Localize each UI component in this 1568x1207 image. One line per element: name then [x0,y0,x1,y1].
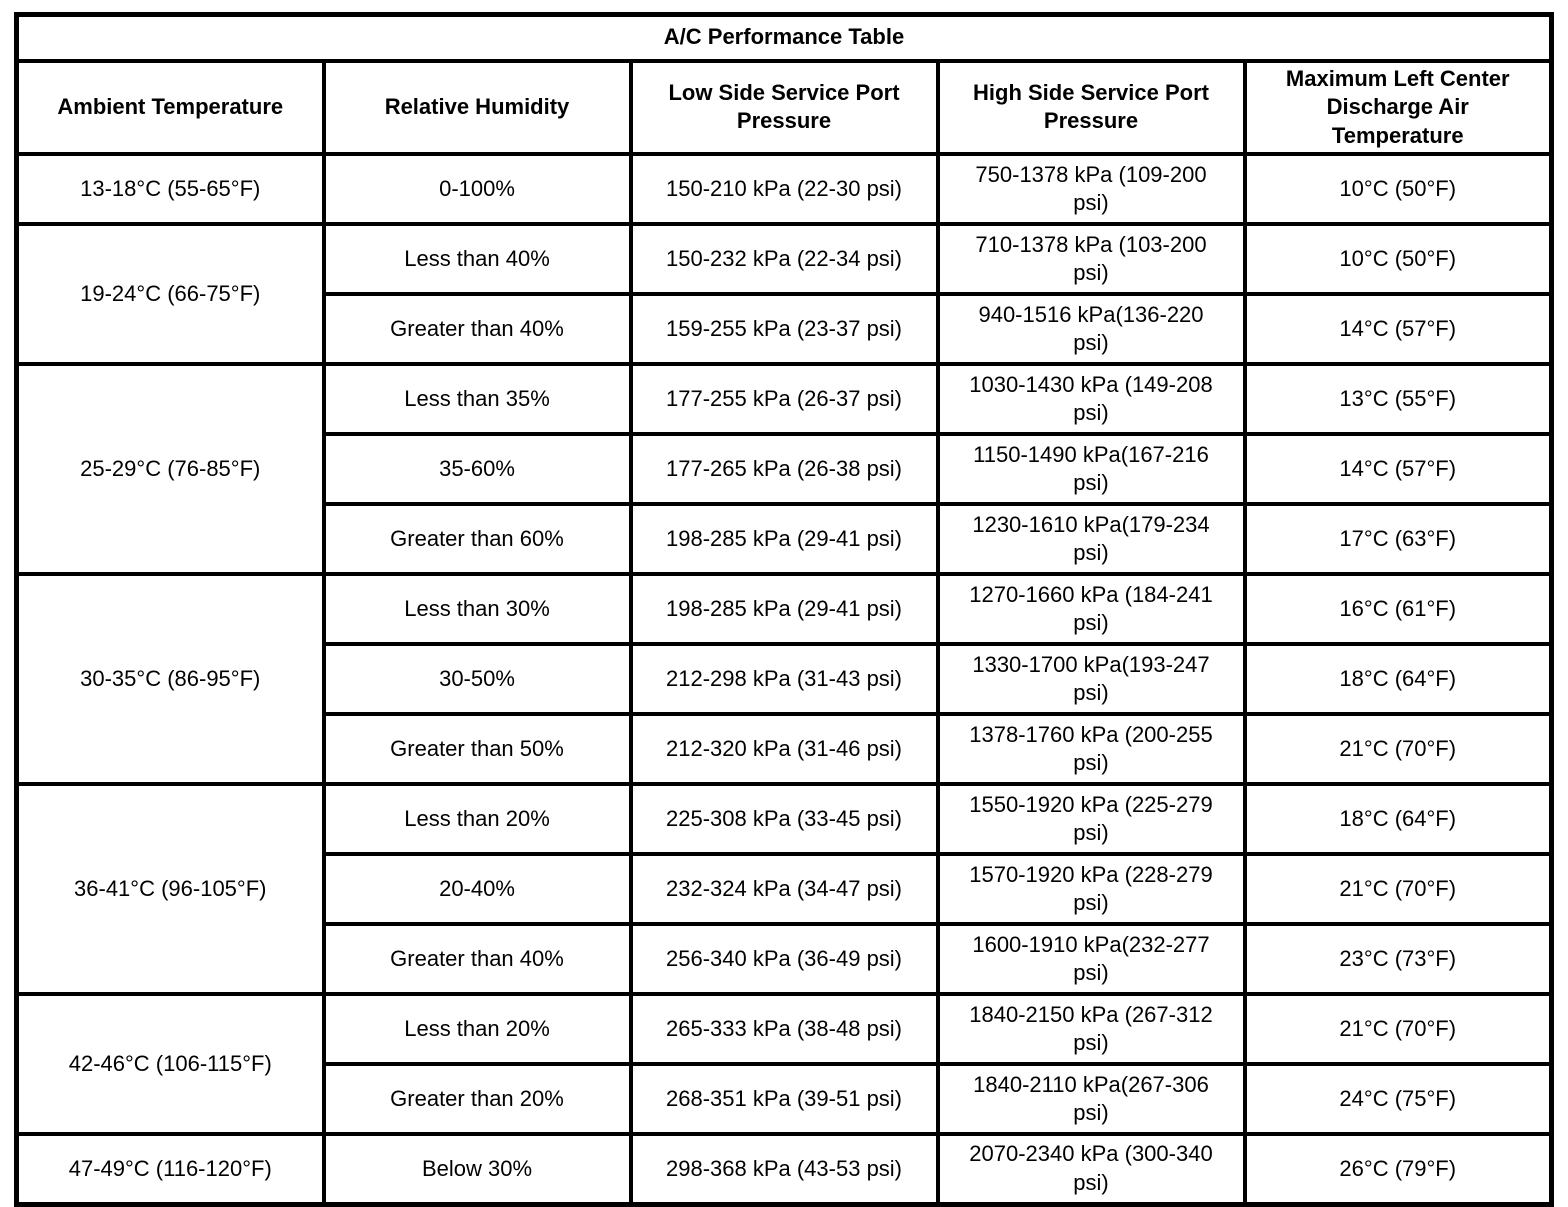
max-discharge-temp-cell: 17°C (63°F) [1242,502,1554,577]
max-discharge-temp-cell: 21°C (70°F) [1242,712,1554,787]
relative-humidity-cell: 35-60% [321,432,633,507]
max-discharge-temp-cell: 14°C (57°F) [1242,292,1554,367]
high-side-pressure-cell: 1230-1610 kPa(179-234 psi) [935,502,1247,577]
max-discharge-temp-cell: 16°C (61°F) [1242,572,1554,647]
relative-humidity-cell: Greater than 20% [321,1062,633,1137]
relative-humidity-cell: Less than 35% [321,362,633,437]
high-side-pressure-cell: 1150-1490 kPa(167-216 psi) [935,432,1247,507]
max-discharge-temp-cell: 24°C (75°F) [1242,1062,1554,1137]
max-discharge-temp-cell: 13°C (55°F) [1242,362,1554,437]
relative-humidity-cell: Less than 20% [321,782,633,857]
max-discharge-temp-cell: 14°C (57°F) [1242,432,1554,507]
header-high-side-pressure: High Side Service Port Pressure [935,58,1247,157]
max-discharge-temp-cell: 21°C (70°F) [1242,852,1554,927]
relative-humidity-cell: Below 30% [321,1132,633,1207]
high-side-pressure-cell: 1378-1760 kPa (200-255 psi) [935,712,1247,787]
relative-humidity-cell: 0-100% [321,152,633,227]
high-side-pressure-cell: 1550-1920 kPa (225-279 psi) [935,782,1247,857]
ac-performance-table: A/C Performance Table Ambient Temperatur… [14,12,1554,1207]
low-side-pressure-cell: 198-285 kPa (29-41 psi) [628,502,940,577]
table-row: 36-41°C (96-105°F) Less than 20% 225-308 k… [14,782,1554,997]
max-discharge-temp-cell: 10°C (50°F) [1242,222,1554,297]
header-low-side-pressure: Low Side Service Port Pressure [628,58,940,157]
low-side-pressure-cell: 212-298 kPa (31-43 psi) [628,642,940,717]
max-discharge-temp-cell: 10°C (50°F) [1242,152,1554,227]
high-side-pressure-cell: 1600-1910 kPa(232-277 psi) [935,922,1247,997]
table-row: 13-18°C (55-65°F) 0-100% 150-210 kPa (22-3… [14,152,1554,227]
table-row: 42-46°C (106-115°F) Less than 20% 265-333 … [14,992,1554,1137]
ambient-temperature-cell: 36-41°C (96-105°F) [14,782,326,997]
header-ambient-temperature: Ambient Temperature [14,58,326,157]
table-row: Greater than 40% 256-340 kPa (36-49 psi) 1… [17,922,1554,997]
relative-humidity-cell: Less than 20% [321,992,633,1067]
relative-humidity-cell: Greater than 40% [321,922,633,997]
relative-humidity-cell: 20-40% [321,852,633,927]
low-side-pressure-cell: 212-320 kPa (31-46 psi) [628,712,940,787]
low-side-pressure-cell: 177-265 kPa (26-38 psi) [628,432,940,507]
high-side-pressure-cell: 1330-1700 kPa(193-247 psi) [935,642,1247,717]
table-title-row: A/C Performance Table [14,12,1554,63]
relative-humidity-cell: Greater than 40% [321,292,633,367]
ambient-temperature-cell: 30-35°C (86-95°F) [14,572,326,787]
high-side-pressure-cell: 710-1378 kPa (103-200 psi) [935,222,1247,297]
low-side-pressure-cell: 150-232 kPa (22-34 psi) [628,222,940,297]
max-discharge-temp-cell: 18°C (64°F) [1242,642,1554,717]
max-discharge-temp-cell: 18°C (64°F) [1242,782,1554,857]
relative-humidity-cell: Greater than 60% [321,502,633,577]
ambient-temperature-cell: 13-18°C (55-65°F) [14,152,326,227]
high-side-pressure-cell: 2070-2340 kPa (300-340 psi) [935,1132,1247,1207]
ambient-temperature-cell: 47-49°C (116-120°F) [14,1132,326,1207]
relative-humidity-cell: Greater than 50% [321,712,633,787]
low-side-pressure-cell: 265-333 kPa (38-48 psi) [628,992,940,1067]
max-discharge-temp-cell: 21°C (70°F) [1242,992,1554,1067]
table-row: 35-60% 177-265 kPa (26-38 psi) 1150-1490 k… [17,432,1554,507]
relative-humidity-cell: 30-50% [321,642,633,717]
high-side-pressure-cell: 1570-1920 kPa (228-279 psi) [935,852,1247,927]
low-side-pressure-cell: 225-308 kPa (33-45 psi) [628,782,940,857]
ambient-temperature-cell: 19-24°C (66-75°F) [14,222,326,367]
low-side-pressure-cell: 177-255 kPa (26-37 psi) [628,362,940,437]
table-row: 30-50% 212-298 kPa (31-43 psi) 1330-1700 k… [17,642,1554,717]
low-side-pressure-cell: 150-210 kPa (22-30 psi) [628,152,940,227]
table-head: A/C Performance Table Ambient Temperatur… [14,12,1554,157]
high-side-pressure-cell: 750-1378 kPa (109-200 psi) [935,152,1247,227]
high-side-pressure-cell: 1030-1430 kPa (149-208 psi) [935,362,1247,437]
low-side-pressure-cell: 198-285 kPa (29-41 psi) [628,572,940,647]
low-side-pressure-cell: 159-255 kPa (23-37 psi) [628,292,940,367]
low-side-pressure-cell: 298-368 kPa (43-53 psi) [628,1132,940,1207]
table-row: 25-29°C (76-85°F) Less than 35% 177-255 kP… [14,362,1554,577]
low-side-pressure-cell: 232-324 kPa (34-47 psi) [628,852,940,927]
table-row: Greater than 20% 268-351 kPa (39-51 psi) 1… [17,1062,1554,1137]
high-side-pressure-cell: 1840-2150 kPa (267-312 psi) [935,992,1247,1067]
low-side-pressure-cell: 268-351 kPa (39-51 psi) [628,1062,940,1137]
header-relative-humidity: Relative Humidity [321,58,633,157]
table-row: 30-35°C (86-95°F) Less than 30% 198-285 kP… [14,572,1554,787]
high-side-pressure-cell: 1840-2110 kPa(267-306 psi) [935,1062,1247,1137]
table-row: 47-49°C (116-120°F) Below 30% 298-368 kPa … [14,1132,1554,1207]
table-row: Greater than 40% 159-255 kPa (23-37 psi) 9… [17,292,1554,367]
ambient-temperature-cell: 42-46°C (106-115°F) [14,992,326,1137]
max-discharge-temp-cell: 23°C (73°F) [1242,922,1554,997]
max-discharge-temp-cell: 26°C (79°F) [1242,1132,1554,1207]
table-row: Greater than 50% 212-320 kPa (31-46 psi) 1… [17,712,1554,787]
table-title: A/C Performance Table [14,12,1554,63]
table-row: Greater than 60% 198-285 kPa (29-41 psi) 1… [17,502,1554,577]
high-side-pressure-cell: 1270-1660 kPa (184-241 psi) [935,572,1247,647]
ambient-temperature-cell: 25-29°C (76-85°F) [14,362,326,577]
relative-humidity-cell: Less than 40% [321,222,633,297]
table-row: 19-24°C (66-75°F) Less than 40% 150-232 kP… [14,222,1554,367]
header-max-discharge-temp: Maximum Left Center Discharge Air Temper… [1242,58,1554,157]
table-body: 13-18°C (55-65°F) 0-100% 150-210 kPa (22-3… [14,152,1554,1207]
table-row: 20-40% 232-324 kPa (34-47 psi) 1570-1920 k… [17,852,1554,927]
low-side-pressure-cell: 256-340 kPa (36-49 psi) [628,922,940,997]
high-side-pressure-cell: 940-1516 kPa(136-220 psi) [935,292,1247,367]
table-header-row: Ambient Temperature Relative Humidity Lo… [14,58,1554,157]
relative-humidity-cell: Less than 30% [321,572,633,647]
